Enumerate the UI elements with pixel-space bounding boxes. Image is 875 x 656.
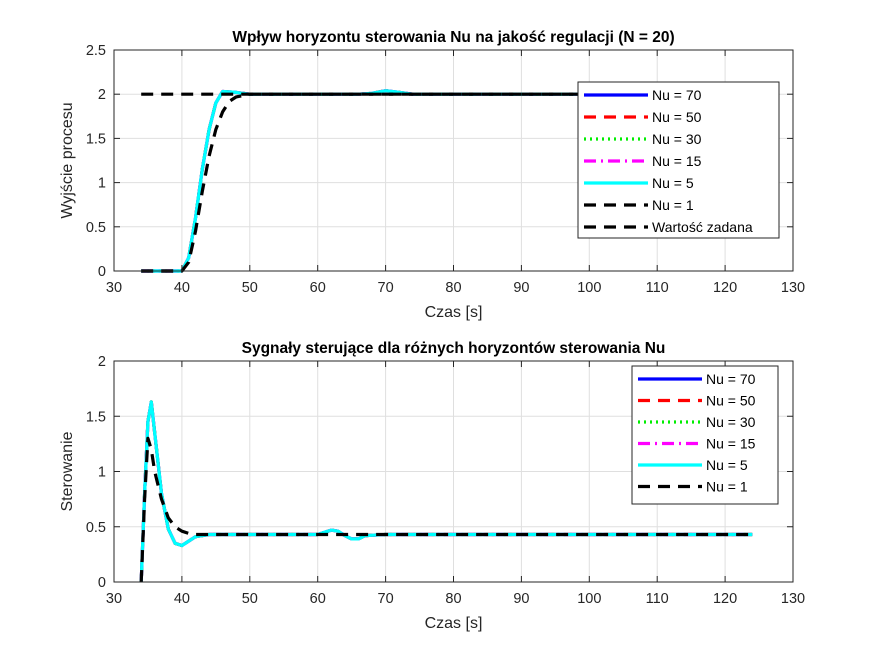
x-tick-label: 100 <box>577 280 601 296</box>
y-tick-label: 0 <box>98 575 106 591</box>
legend-label: Nu = 30 <box>706 414 756 430</box>
x-tick-label: 90 <box>513 591 529 607</box>
legend: Nu = 70 Nu = 50 Nu = 30 Nu = 15 Nu = 5 Nu = 1 <box>631 365 779 505</box>
x-tick-label: 70 <box>378 591 394 607</box>
legend-label: Nu = 5 <box>706 457 748 473</box>
x-tick-label: 80 <box>445 591 461 607</box>
legend-label: Nu = 50 <box>706 393 756 409</box>
x-tick-label: 40 <box>174 591 190 607</box>
legend-label: Nu = 70 <box>706 371 756 387</box>
x-tick-label: 50 <box>242 591 258 607</box>
x-tick-label: 100 <box>577 591 601 607</box>
y-tick-label: 1 <box>98 176 106 192</box>
x-tick-label: 110 <box>646 280 669 296</box>
y-axis-label: Sterowanie <box>59 431 76 511</box>
legend-box <box>631 365 779 505</box>
x-tick-label: 130 <box>781 591 805 607</box>
y-tick-label: 2 <box>98 354 106 370</box>
x-tick-label: 60 <box>310 591 326 607</box>
legend-label: Nu = 15 <box>706 436 756 452</box>
legend-label: Nu = 70 <box>652 87 702 103</box>
x-axis-label: Czas [s] <box>425 304 483 321</box>
x-tick-label: 90 <box>513 280 529 296</box>
x-tick-label: 120 <box>713 591 737 607</box>
chart-title: Wpływ horyzontu sterowania Nu na jakość … <box>232 29 674 46</box>
legend-label: Nu = 5 <box>652 175 694 191</box>
y-tick-label: 1.5 <box>86 409 106 425</box>
x-tick-label: 120 <box>713 280 737 296</box>
legend: Nu = 70 Nu = 50 Nu = 30 Nu = 15 Nu = 5 Nu = 1… <box>577 81 780 239</box>
x-tick-label: 50 <box>242 280 258 296</box>
chart-title: Sygnały sterujące dla różnych horyzontów… <box>242 340 666 357</box>
x-tick-label: 40 <box>174 280 190 296</box>
legend-label: Wartość zadana <box>652 219 753 235</box>
legend-label: Nu = 1 <box>706 479 748 495</box>
x-axis-label: Czas [s] <box>425 615 483 632</box>
y-axis-label: Wyjście procesu <box>59 102 76 218</box>
series-line-5 <box>141 89 590 273</box>
x-tick-label: 80 <box>445 280 461 296</box>
y-tick-label: 2.5 <box>86 43 106 59</box>
plot-bottom: 30 40 50 60 70 80 90 100 110 120 130 0 0.5 1 1.5 2 Sygna… <box>59 340 805 632</box>
legend-label: Nu = 15 <box>652 153 702 169</box>
x-tick-label: 110 <box>646 591 669 607</box>
y-tick-label: 2 <box>98 87 106 103</box>
x-tick-label: 70 <box>378 280 394 296</box>
y-tick-label: 1.5 <box>86 131 106 147</box>
legend-label: Nu = 50 <box>652 109 702 125</box>
y-tick-label: 0.5 <box>86 220 106 236</box>
plot-top: 30 40 50 60 70 80 90 100 110 120 130 0 0.5 1 1.5 2 2.5 Wp… <box>59 29 805 321</box>
x-tick-label: 60 <box>310 280 326 296</box>
x-tick-label: 30 <box>106 280 122 296</box>
legend-label: Nu = 1 <box>652 197 694 213</box>
x-tick-label: 130 <box>781 280 805 296</box>
y-tick-label: 1 <box>98 465 106 481</box>
y-tick-label: 0.5 <box>86 520 106 536</box>
x-tick-label: 30 <box>106 591 122 607</box>
y-tick-label: 0 <box>98 264 106 280</box>
legend-label: Nu = 30 <box>652 131 702 147</box>
series-line-6 <box>139 436 753 583</box>
